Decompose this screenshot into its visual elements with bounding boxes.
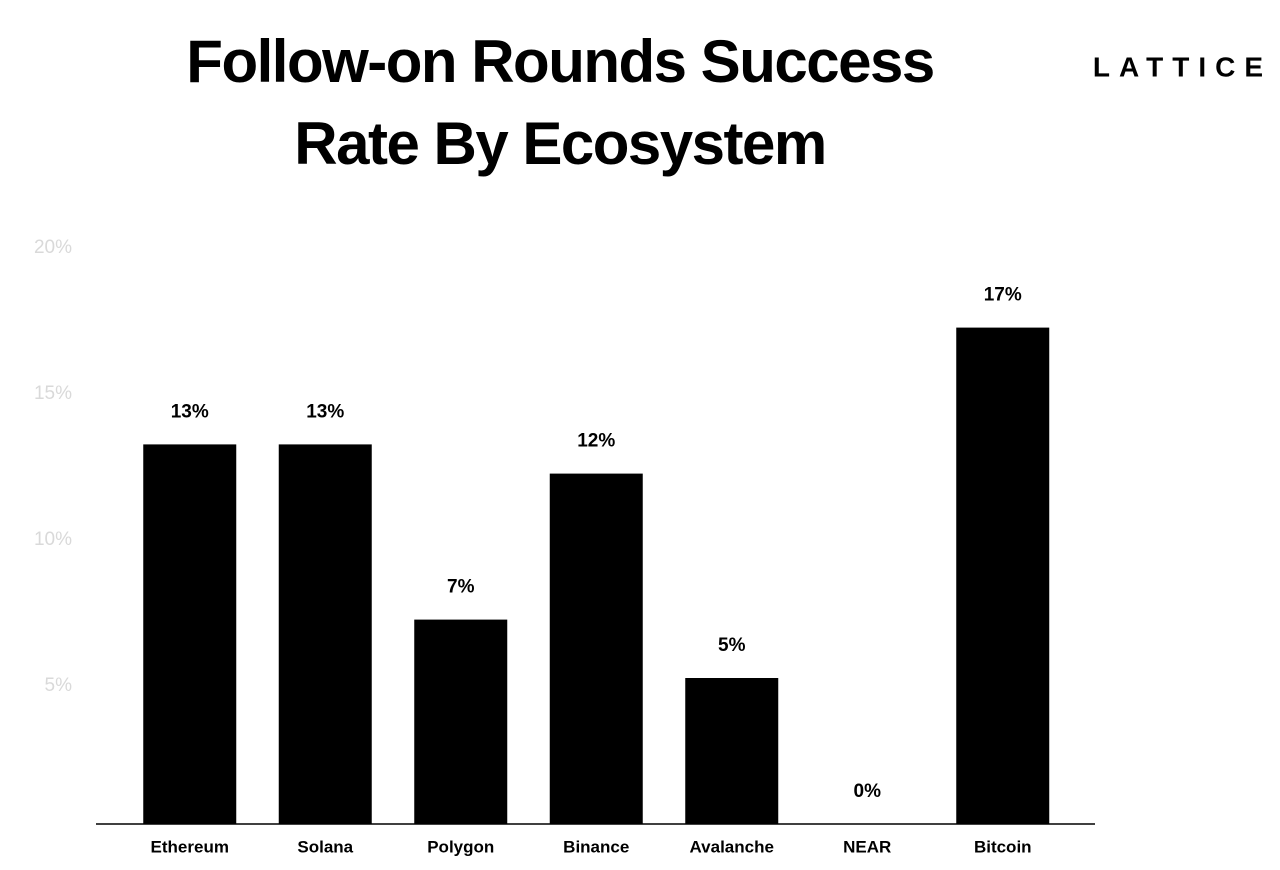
y-tick-label: 5% — [45, 675, 73, 696]
chart-title-line: Follow-on Rounds Success — [186, 28, 933, 95]
x-tick-label: NEAR — [843, 837, 891, 856]
x-tick-label: Polygon — [427, 837, 494, 856]
data-label: 13% — [171, 401, 209, 422]
brand-logo: LATTICE — [1093, 51, 1272, 82]
data-label: 17% — [984, 285, 1022, 306]
bar — [278, 444, 372, 824]
data-label: 7% — [447, 577, 475, 598]
chart-title-line: Rate By Ecosystem — [294, 110, 825, 177]
bar — [956, 327, 1050, 824]
data-label: 13% — [306, 401, 344, 422]
y-tick-label: 20% — [34, 237, 72, 258]
data-label: 0% — [854, 781, 882, 802]
y-tick-label: 10% — [34, 529, 72, 550]
bar — [549, 473, 643, 824]
bar — [143, 444, 237, 824]
bar — [414, 619, 508, 824]
y-tick-label: 15% — [34, 383, 72, 404]
x-tick-label: Avalanche — [690, 837, 774, 856]
bar — [685, 678, 779, 824]
x-tick-label: Ethereum — [151, 837, 229, 856]
x-tick-label: Solana — [297, 837, 353, 856]
x-tick-label: Bitcoin — [974, 837, 1032, 856]
data-label: 5% — [718, 635, 746, 656]
data-label: 12% — [577, 431, 615, 452]
x-tick-label: Binance — [563, 837, 629, 856]
